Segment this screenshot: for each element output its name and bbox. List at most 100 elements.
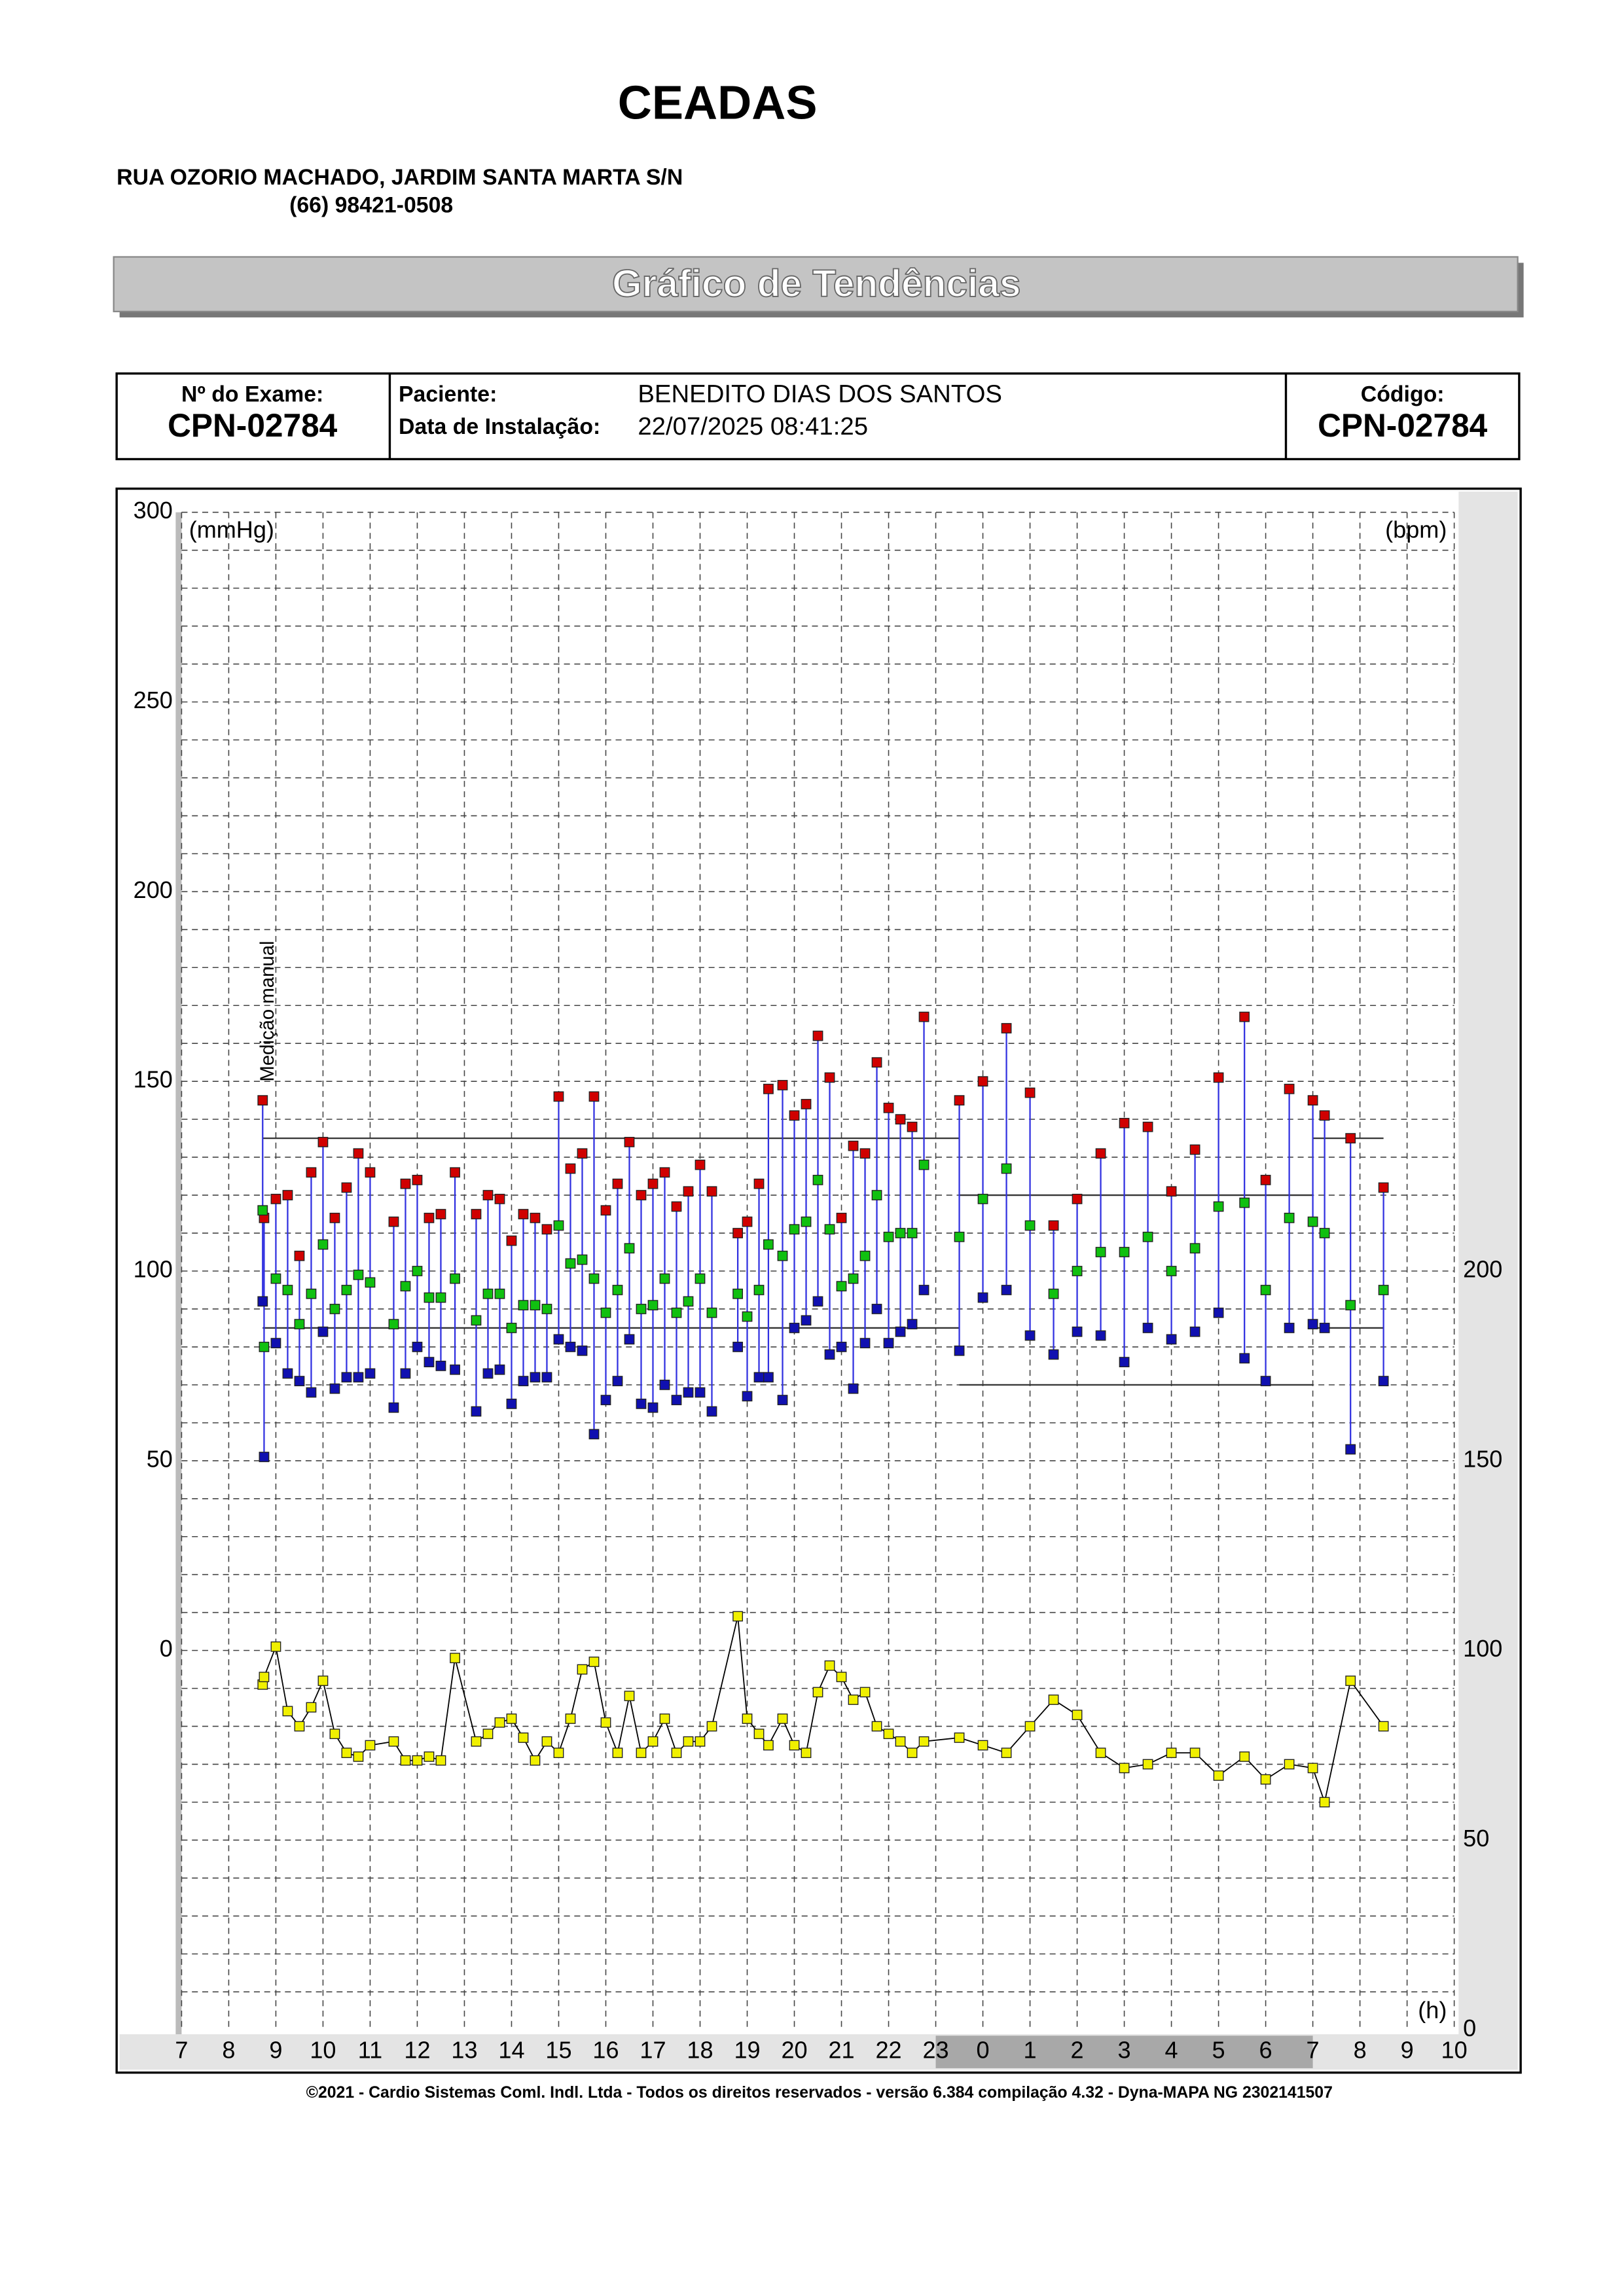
label: Paciente: — [399, 382, 497, 406]
marker — [541, 1372, 552, 1383]
marker — [732, 1611, 744, 1622]
phone: (66) 98421-0508 — [289, 193, 453, 218]
marker — [647, 1178, 659, 1189]
marker — [1345, 1676, 1356, 1686]
marker — [1319, 1110, 1330, 1121]
x-tick-label: 16 — [592, 2037, 619, 2064]
marker — [954, 1345, 965, 1356]
value: CPN-02784 — [168, 407, 338, 444]
marker — [365, 1740, 376, 1751]
marker — [565, 1713, 576, 1724]
marker — [1166, 1334, 1177, 1345]
marker — [388, 1402, 399, 1413]
annotation: Medição manual — [257, 941, 278, 1081]
marker — [1284, 1759, 1295, 1770]
marker — [742, 1216, 753, 1227]
marker — [671, 1748, 682, 1759]
marker — [1048, 1349, 1059, 1360]
marker — [836, 1212, 847, 1223]
marker — [506, 1235, 517, 1246]
marker — [553, 1334, 564, 1345]
marker — [659, 1273, 670, 1284]
marker — [518, 1732, 529, 1743]
marker — [695, 1736, 706, 1747]
label: Nº do Exame: — [181, 382, 323, 406]
marker — [612, 1178, 623, 1189]
marker — [600, 1717, 611, 1728]
marker — [588, 1429, 600, 1440]
x-tick-label: 20 — [781, 2037, 807, 2064]
marker — [801, 1748, 812, 1759]
marker — [636, 1748, 647, 1759]
marker — [612, 1376, 623, 1386]
marker — [518, 1376, 529, 1386]
marker — [1345, 1300, 1356, 1311]
marker — [848, 1273, 859, 1284]
marker — [753, 1285, 765, 1295]
marker — [341, 1748, 352, 1759]
marker — [577, 1148, 588, 1159]
marker — [553, 1091, 564, 1102]
marker — [742, 1311, 753, 1322]
marker — [494, 1717, 505, 1728]
marker — [388, 1216, 399, 1227]
x-tick-label: 8 — [1354, 2037, 1367, 2064]
title: CEADAS — [618, 77, 818, 130]
marker — [541, 1736, 552, 1747]
marker — [577, 1345, 588, 1356]
marker — [341, 1372, 352, 1383]
marker — [270, 1338, 281, 1349]
marker — [1319, 1797, 1330, 1808]
marker — [1001, 1748, 1012, 1759]
marker — [706, 1307, 717, 1318]
marker — [659, 1713, 670, 1724]
marker — [895, 1736, 906, 1747]
marker — [895, 1228, 906, 1238]
marker — [1048, 1220, 1059, 1231]
marker — [1072, 1710, 1083, 1721]
marker — [1284, 1212, 1295, 1223]
marker — [1001, 1285, 1012, 1295]
marker — [353, 1372, 364, 1383]
marker — [317, 1326, 329, 1337]
marker — [624, 1334, 635, 1345]
value: BENEDITO DIAS DOS SANTOS — [638, 380, 1002, 408]
marker — [450, 1273, 460, 1284]
marker — [859, 1687, 871, 1698]
marker — [1024, 1330, 1036, 1341]
marker — [918, 1736, 929, 1747]
marker — [836, 1342, 847, 1352]
marker — [612, 1748, 623, 1759]
marker — [1319, 1323, 1330, 1333]
marker — [365, 1368, 376, 1379]
marker — [553, 1220, 564, 1231]
marker — [859, 1250, 871, 1261]
marker — [471, 1315, 482, 1326]
marker — [259, 1672, 270, 1683]
marker — [801, 1099, 812, 1109]
marker — [954, 1231, 965, 1242]
marker — [1095, 1148, 1106, 1159]
marker — [1284, 1083, 1295, 1094]
marker — [1119, 1118, 1130, 1128]
marker — [257, 1296, 268, 1307]
marker — [1307, 1763, 1318, 1774]
marker — [742, 1713, 753, 1724]
marker — [1307, 1095, 1318, 1106]
marker — [695, 1159, 706, 1170]
marker — [907, 1319, 918, 1330]
marker — [588, 1273, 600, 1284]
marker — [883, 1102, 894, 1113]
marker — [353, 1751, 364, 1762]
marker — [1189, 1748, 1200, 1759]
x-tick-label: 5 — [1212, 2037, 1225, 2064]
marker — [600, 1395, 611, 1405]
marker — [341, 1285, 352, 1295]
marker — [494, 1288, 505, 1299]
marker — [753, 1729, 765, 1740]
marker — [836, 1672, 847, 1683]
marker — [1213, 1307, 1224, 1318]
x-tick-label: 14 — [498, 2037, 524, 2064]
marker — [1072, 1326, 1083, 1337]
marker — [732, 1228, 744, 1238]
